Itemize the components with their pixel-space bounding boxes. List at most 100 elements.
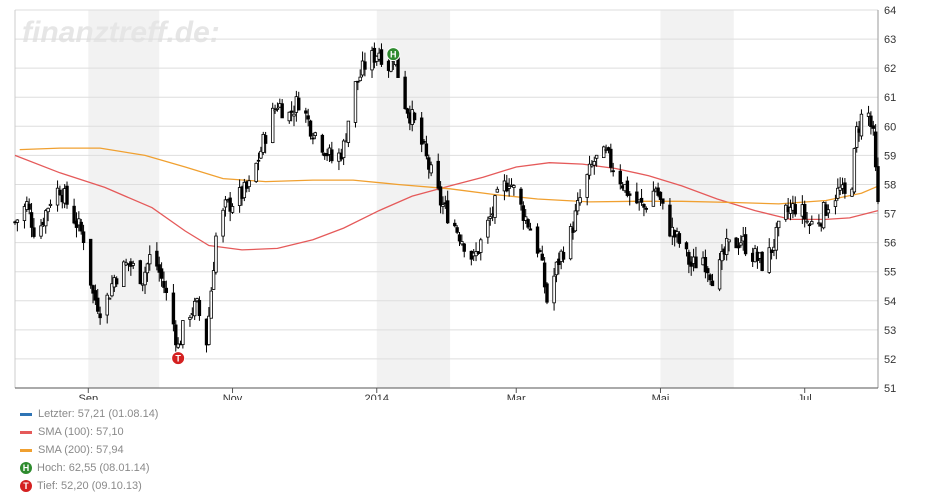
candle-body <box>708 274 712 281</box>
x-tick-label-Sep: Sep <box>79 393 99 400</box>
candle-body <box>694 256 698 269</box>
x-tick-label-Mar: Mar <box>507 393 526 400</box>
candle-body <box>211 270 216 290</box>
candle-body <box>77 218 81 226</box>
candle-body <box>280 103 284 119</box>
candle-body <box>803 203 807 220</box>
candle-body <box>717 259 722 290</box>
candle-body <box>524 216 528 221</box>
candle-body <box>247 180 251 188</box>
candle-body <box>93 290 98 301</box>
candle-body <box>419 117 424 145</box>
y-tick-label-51: 51 <box>884 383 896 395</box>
candle-body <box>27 203 31 210</box>
y-tick-label-55: 55 <box>884 267 896 279</box>
candle-body <box>48 203 53 206</box>
candle-body <box>843 182 847 194</box>
candle-body <box>275 107 280 110</box>
candle-body <box>221 209 225 237</box>
candle-body <box>462 243 466 252</box>
candle-body <box>743 234 748 255</box>
legend-sma200-label: SMA (200): 57,94 <box>38 444 124 456</box>
candle-body <box>736 245 741 249</box>
candle-body <box>859 113 864 137</box>
candle-body <box>568 226 573 260</box>
candle-body <box>181 320 185 345</box>
candle-body <box>644 207 648 210</box>
candle-body <box>353 81 358 123</box>
candle-body <box>836 187 840 199</box>
x-tick-label-Jul: Jul <box>798 393 812 400</box>
candle-body <box>528 228 533 231</box>
candle-body <box>656 187 660 196</box>
candle-body <box>379 49 384 65</box>
candle-body <box>313 132 317 136</box>
candle-body <box>639 197 644 203</box>
candle-body <box>29 212 34 228</box>
candle-body <box>784 204 788 220</box>
candle-body <box>110 283 114 297</box>
candle-body <box>287 111 291 122</box>
candle-body <box>107 297 112 300</box>
candle-body <box>242 181 247 199</box>
candle-body <box>79 221 83 232</box>
candle-body <box>460 241 464 245</box>
candle-body <box>618 170 622 185</box>
candle-body <box>44 210 48 227</box>
low-marker-icon: T <box>20 480 32 492</box>
candle-body <box>341 140 346 159</box>
candle-body <box>259 150 263 159</box>
candle-body <box>131 262 135 266</box>
candle-body <box>769 249 774 253</box>
legend-last-label: Letzter: 57,21 (01.08.14) <box>38 408 159 420</box>
candle-body <box>207 315 211 345</box>
candle-body <box>826 209 831 214</box>
candle-body <box>526 219 530 228</box>
candle-body <box>273 109 277 112</box>
candle-body <box>445 200 450 224</box>
candle-body <box>573 210 578 232</box>
candle-body <box>32 227 36 237</box>
candle-body <box>304 110 308 114</box>
candle-body <box>833 200 838 207</box>
candle-body <box>727 239 731 243</box>
candle-body <box>642 203 646 208</box>
candle-body <box>176 343 180 348</box>
candle-body <box>197 299 202 317</box>
stock-chart: finanztreff.de: 51 52 53 54 55 56 57 58 59 60 61 62 6… <box>13 5 896 405</box>
candle-body <box>554 261 559 276</box>
legend-high-label: Hoch: 62,55 (08.01.14) <box>37 462 150 474</box>
candle-body <box>15 219 20 223</box>
candle-body <box>171 292 176 325</box>
candle-body <box>297 97 301 111</box>
candle-body <box>271 107 275 144</box>
candles <box>13 42 880 355</box>
candle-body <box>424 143 429 157</box>
y-tick-label-52: 52 <box>884 354 896 366</box>
candle-body <box>661 198 665 204</box>
candle-body <box>687 251 691 265</box>
candle-body <box>776 220 781 229</box>
y-tick-label-56: 56 <box>884 238 896 250</box>
candle-body <box>587 163 592 176</box>
marker-label-H: H <box>390 50 397 60</box>
candle-body <box>873 131 878 168</box>
legend-sma100-label: SMA (100): 57,10 <box>38 426 124 438</box>
candle-body <box>871 125 875 129</box>
candle-body <box>441 204 445 207</box>
candle-body <box>611 170 615 173</box>
candle-body <box>710 280 715 287</box>
candle-body <box>635 191 639 204</box>
candle-body <box>320 134 325 153</box>
marker-label-T: T <box>175 354 181 364</box>
candle-body <box>22 206 27 221</box>
candle-body <box>254 162 258 182</box>
candle-body <box>540 253 544 261</box>
marker-T <box>171 351 186 366</box>
shaded-band-2 <box>660 10 734 388</box>
candle-body <box>46 207 50 213</box>
y-tick-label-54: 54 <box>884 296 896 308</box>
candle-body <box>114 278 119 285</box>
candle-body <box>739 242 743 246</box>
candle-body <box>689 261 693 267</box>
